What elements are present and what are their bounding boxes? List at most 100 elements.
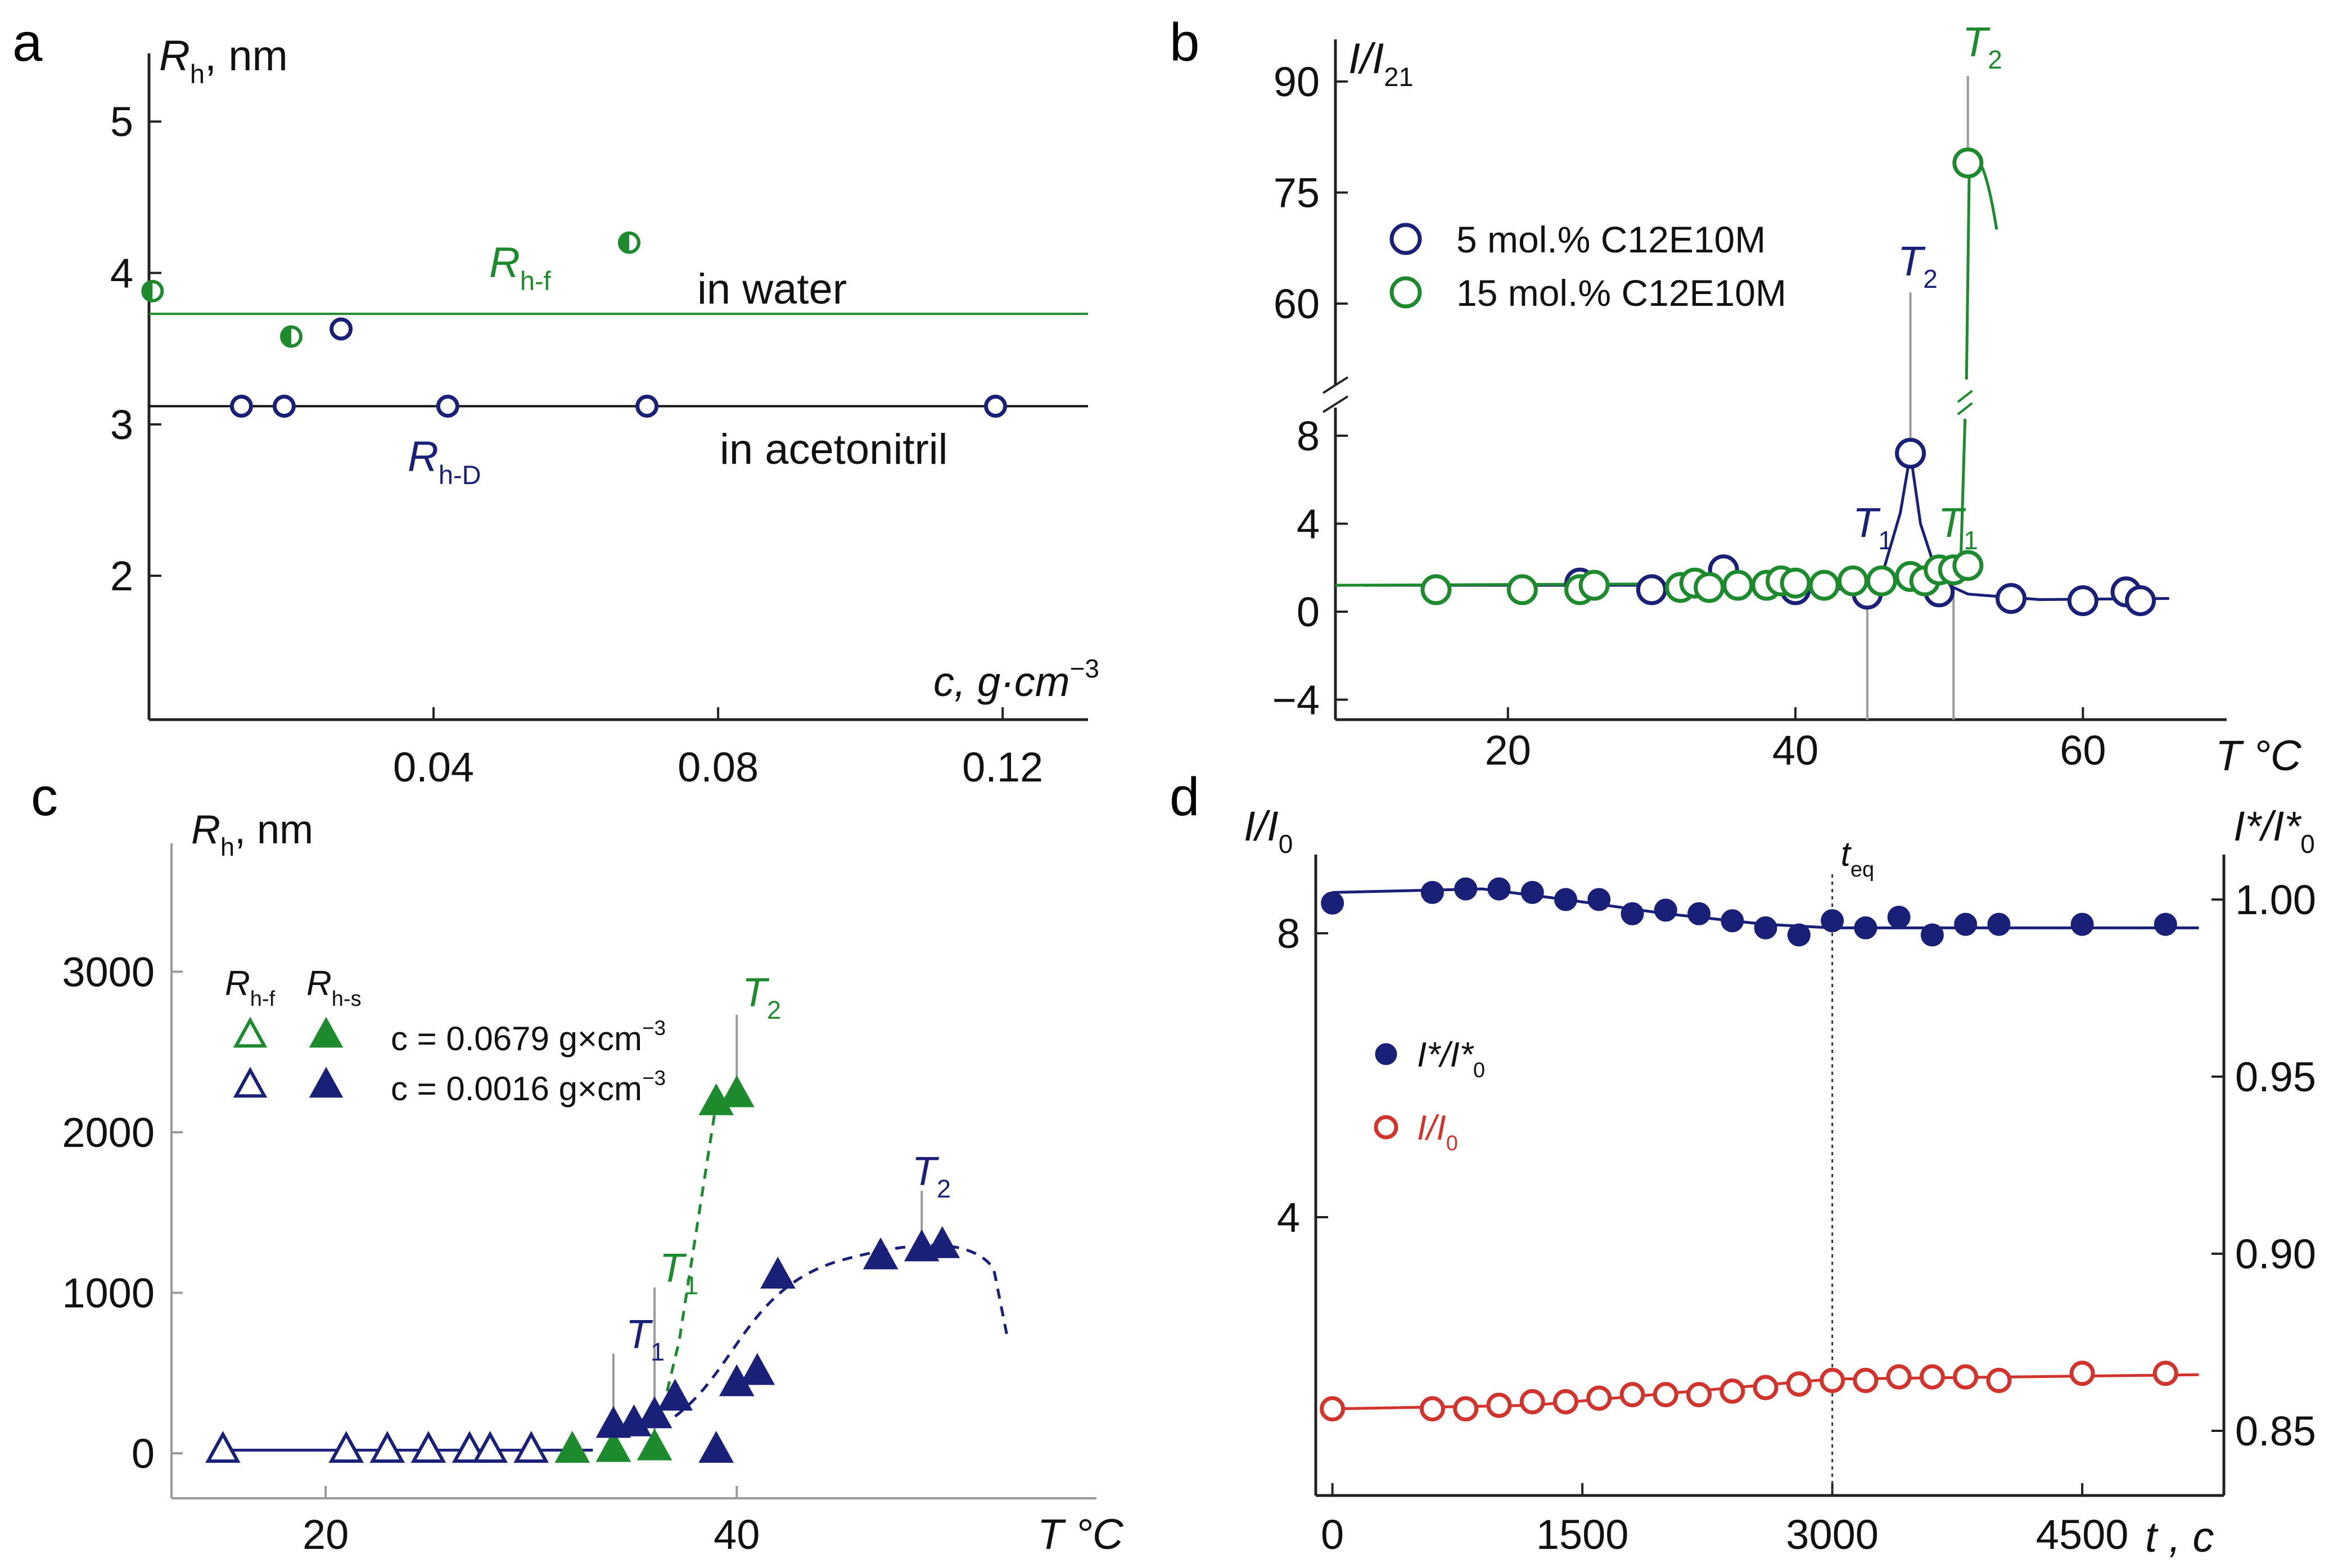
- b-axis-break: [1322, 395, 1349, 413]
- b-ytick-label: 4: [1297, 501, 1320, 548]
- a-y-axis-label: Rh, nm: [159, 32, 288, 89]
- a-xtick-label: 0.08: [678, 744, 759, 790]
- d-xtick-label: 0: [1321, 1511, 1344, 1558]
- b-x-axis-label: T °C: [2215, 732, 2302, 780]
- a-annotation-rhf: Rh-f: [489, 239, 552, 296]
- a-series-1-point: [635, 395, 659, 418]
- b-annotation-T1: T1: [1938, 499, 1978, 555]
- c-series-1-point: [637, 1428, 672, 1461]
- c-series-2-point: [760, 1257, 796, 1289]
- c-legend-marker: [233, 1067, 268, 1098]
- a-series-1-point: [436, 395, 459, 418]
- b-legend-marker: [1389, 223, 1422, 255]
- d-left-ytick-label: 8: [1277, 910, 1300, 957]
- c-x-axis-label: T °C: [1037, 1511, 1124, 1558]
- d-series-0-point: [2070, 912, 2094, 936]
- d-legend-label: I*/I*0: [1417, 1036, 1485, 1082]
- a-series-0-point: [280, 325, 303, 348]
- d-series-0-point: [1687, 902, 1711, 925]
- d-series-1-point: [1486, 1393, 1512, 1418]
- panel-d-chart: 4 8 0.85 0.90 0.95 1.00 0 1500 3000 4500 I/I0 I*/I*…: [1244, 803, 2316, 1561]
- c-series-0-point: [513, 1431, 549, 1463]
- d-series-1-point: [1886, 1364, 1912, 1390]
- c-legend-col1: Rh-f: [225, 964, 276, 1011]
- a-series-0-point-fill: [282, 327, 292, 346]
- c-series-0-point: [328, 1431, 364, 1463]
- c-series-1-point: [554, 1431, 590, 1463]
- b-series-1-point: [1837, 565, 1868, 597]
- a-series-1-point: [330, 317, 353, 341]
- d-series-0-point: [1754, 916, 1777, 939]
- a-annotation-water: in water: [697, 265, 847, 313]
- d-series-0-point: [1854, 916, 1877, 939]
- c-legend-marker: [309, 1067, 344, 1098]
- a-series-0-point: [141, 279, 164, 302]
- a-series-1-point: [229, 395, 253, 418]
- a-annotation-rhd: Rh-D: [408, 433, 481, 490]
- d-series-1-point: [1419, 1396, 1445, 1422]
- c-series-0-point: [472, 1431, 508, 1463]
- c-legend-row1: c = 0.0679 g×cm−3: [391, 1016, 666, 1058]
- a-series-0-point-fill: [619, 233, 629, 252]
- d-series-0-point: [2154, 912, 2177, 936]
- a-ytick-label: 3: [110, 401, 133, 448]
- c-legend-col2: Rh-s: [306, 964, 362, 1011]
- d-series-0-point: [1920, 923, 1944, 947]
- b-ytick-label: 8: [1297, 413, 1320, 459]
- c-series-1-point: [595, 1430, 631, 1462]
- d-series-1-point: [2069, 1361, 2095, 1386]
- panel-label-a: a: [12, 12, 43, 73]
- d-series-0-point: [1987, 912, 2011, 936]
- panel-label-c: c: [31, 767, 58, 827]
- c-legend-marker: [233, 1016, 268, 1048]
- b-y-axis-label: I/I21: [1348, 35, 1414, 92]
- d-series-0-point: [1487, 877, 1511, 901]
- b-series-0-point: [1996, 583, 2027, 614]
- d-series-0-point: [1587, 888, 1611, 911]
- d-teq-label: teq: [1841, 835, 1875, 882]
- d-series-0-point: [1654, 898, 1677, 922]
- c-series-2-point: [863, 1237, 899, 1269]
- c-series-0-point: [410, 1431, 446, 1463]
- d-series-1-point: [1953, 1364, 1979, 1390]
- b-ytick-label: 0: [1297, 589, 1320, 635]
- c-legend-row2: c = 0.0016 g×cm−3: [391, 1067, 666, 1108]
- c-series-0-point: [452, 1431, 488, 1463]
- d-series-1-point: [1453, 1396, 1479, 1422]
- a-ytick-label: 5: [110, 98, 133, 145]
- c-ytick-label: 0: [132, 1430, 155, 1477]
- b-series-1-point: [1722, 570, 1754, 601]
- b-series-0-point: [1895, 437, 1926, 469]
- c-series-1-point: [719, 1075, 755, 1108]
- b-legend-label: 15 mol.% C12E10M: [1456, 272, 1786, 314]
- c-series-2-point: [924, 1226, 960, 1258]
- b-green-break: [1957, 390, 1973, 403]
- d-series-0-point: [1621, 902, 1644, 925]
- c-y-axis-label: Rh, nm: [191, 807, 313, 861]
- d-series-0-point: [1821, 909, 1844, 933]
- b-ytick-label: −4: [1272, 677, 1320, 724]
- d-series-0-point: [1420, 880, 1444, 904]
- b-series-1-point: [1578, 570, 1610, 601]
- c-series-2-point: [739, 1353, 775, 1385]
- d-xtick-label: 1500: [1536, 1511, 1629, 1558]
- d-series-1-point: [1719, 1378, 1745, 1404]
- d-right-ytick-label: 0.90: [2235, 1231, 2316, 1277]
- panel-label-d: d: [1170, 767, 1199, 827]
- d-xtick-label: 3000: [1786, 1511, 1879, 1558]
- b-legend-marker: [1389, 276, 1422, 309]
- a-xtick-label: 0.12: [962, 744, 1043, 790]
- d-series-1-point: [1519, 1389, 1545, 1415]
- b-ytick-label: 90: [1274, 58, 1320, 105]
- d-x-axis-label: t , c: [2145, 1513, 2214, 1561]
- d-series-1-point: [1919, 1364, 1945, 1390]
- c-annotation-T1: T1: [660, 1246, 698, 1300]
- d-series-1-point: [1686, 1382, 1712, 1408]
- a-series-0-point-fill: [143, 281, 153, 301]
- b-xtick-label: 20: [1485, 727, 1531, 774]
- c-series-2-point: [657, 1379, 693, 1411]
- d-series-1-point: [1653, 1382, 1678, 1408]
- c-annotation-T2: T2: [742, 970, 781, 1024]
- c-navy-dashed-fit: [674, 1244, 1010, 1418]
- c-ytick-label: 2000: [62, 1109, 155, 1156]
